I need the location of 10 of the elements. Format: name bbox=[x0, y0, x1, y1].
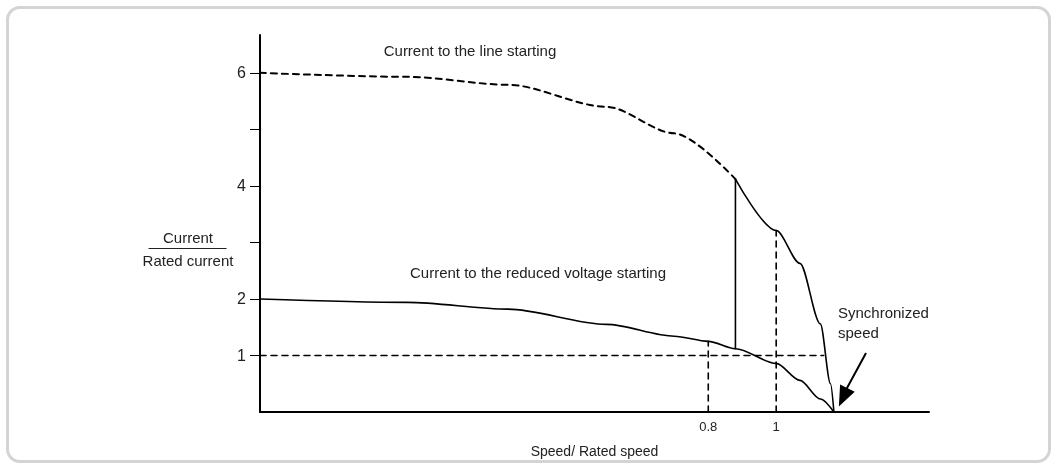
y-tick-label: 2 bbox=[237, 290, 247, 308]
y-tick-label: 1 bbox=[237, 346, 247, 364]
y-tick-label: 6 bbox=[237, 64, 247, 82]
x-tick-label: 0.8 bbox=[699, 419, 718, 434]
y-axis-title: Current Rated current bbox=[142, 228, 234, 269]
annotation: Current to the line starting bbox=[383, 41, 557, 59]
x-axis-title: Speed/ Rated speed bbox=[530, 443, 659, 459]
annotation: Current to the reduced voltage starting bbox=[410, 263, 666, 281]
y-tick-label: 4 bbox=[237, 177, 247, 195]
annotation: Synchronized speed bbox=[838, 303, 929, 341]
